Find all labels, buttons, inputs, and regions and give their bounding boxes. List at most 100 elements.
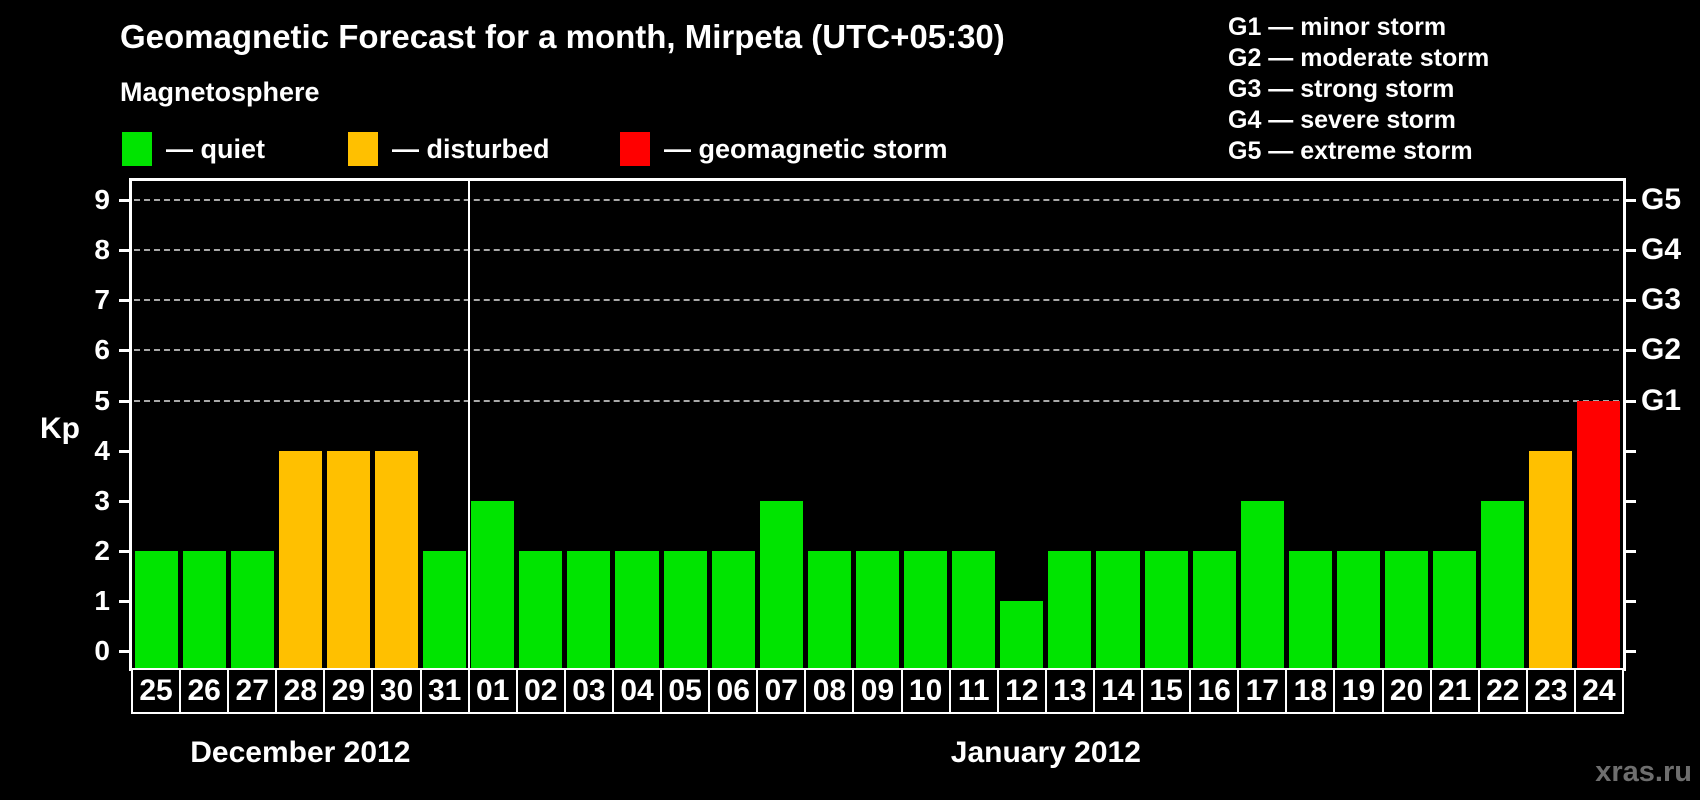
g-legend-line-4: G4 — severe storm — [1228, 106, 1456, 134]
bar-day-23 — [1529, 450, 1573, 668]
gridline-kp6 — [134, 349, 1619, 352]
y-axis-title: Kp — [40, 412, 80, 445]
gridline-kp5 — [134, 399, 1619, 402]
date-label-05: 05 — [660, 668, 711, 714]
legend-item-storm: — geomagnetic storm — [620, 131, 948, 167]
legend-item-quiet: — quiet — [122, 131, 265, 167]
y-tick-label-9: 9 — [94, 184, 110, 216]
bar-day-26 — [182, 550, 226, 668]
y-tick-right-9 — [1623, 199, 1636, 203]
bar-day-07 — [759, 500, 803, 668]
page-title: Geomagnetic Forecast for a month, Mirpet… — [120, 18, 1005, 55]
bar-day-05 — [663, 550, 707, 668]
bar-day-30 — [374, 450, 419, 668]
y-tick-left-4 — [119, 449, 132, 453]
y-tick-left-8 — [119, 249, 132, 253]
bar-day-04 — [615, 550, 659, 668]
watermark: xras.ru — [1595, 756, 1692, 788]
bar-day-06 — [711, 550, 755, 668]
bar-day-17 — [1240, 500, 1284, 668]
y-tick-label-7: 7 — [94, 284, 110, 316]
gridline-kp7 — [134, 299, 1619, 302]
legend-item-disturbed: — disturbed — [348, 131, 550, 167]
date-label-23: 23 — [1525, 668, 1576, 714]
y-tick-left-9 — [119, 199, 132, 203]
date-label-21: 21 — [1429, 668, 1480, 714]
y-tick-right-6 — [1623, 349, 1636, 353]
y-tick-label-0: 0 — [94, 635, 110, 666]
legend-storm-label: — geomagnetic storm — [664, 133, 948, 164]
y-tick-right-7 — [1623, 299, 1636, 303]
date-label-26: 26 — [179, 668, 230, 714]
bar-day-11 — [952, 550, 996, 668]
y-tick-label-8: 8 — [94, 234, 110, 266]
month-separator — [467, 181, 470, 668]
y-tick-left-0 — [119, 650, 132, 653]
bar-day-24 — [1577, 400, 1621, 668]
y-tick-label-1: 1 — [94, 584, 110, 616]
bar-day-13 — [1048, 550, 1092, 668]
date-label-22: 22 — [1477, 668, 1528, 714]
g-scale-legend: G1 — minor storm G2 — moderate storm G3 … — [1228, 12, 1489, 167]
bar-day-12 — [1000, 600, 1044, 668]
right-axis-label-G1: G1 — [1641, 383, 1682, 417]
bar-day-28 — [278, 450, 322, 668]
date-label-16: 16 — [1189, 668, 1240, 714]
date-label-04: 04 — [611, 668, 663, 714]
right-axis-label-G2: G2 — [1641, 333, 1682, 367]
bar-day-22 — [1481, 500, 1525, 668]
bar-day-16 — [1192, 550, 1236, 668]
bar-day-03 — [567, 550, 611, 668]
g-legend-line-5: G5 — extreme storm — [1228, 137, 1473, 165]
date-label-19: 19 — [1333, 668, 1384, 714]
gridline-kp8 — [134, 249, 1619, 252]
y-tick-right-2 — [1623, 549, 1636, 553]
g-legend-line-2: G2 — moderate storm — [1228, 44, 1490, 72]
date-label-07: 07 — [756, 668, 807, 714]
month-label-0: December 2012 — [190, 736, 411, 769]
magnetosphere-label: Magnetosphere — [120, 77, 320, 107]
right-axis-label-G3: G3 — [1641, 283, 1682, 317]
date-label-02: 02 — [515, 668, 566, 714]
y-tick-right-1 — [1623, 599, 1636, 603]
bar-day-31 — [423, 550, 467, 668]
y-tick-right-3 — [1623, 499, 1636, 503]
date-label-13: 13 — [1044, 668, 1095, 714]
date-label-01: 01 — [467, 668, 518, 714]
date-label-03: 03 — [563, 668, 614, 714]
y-tick-right-0 — [1623, 650, 1636, 653]
date-label-09: 09 — [852, 668, 903, 714]
bar-day-09 — [855, 550, 900, 668]
date-label-17: 17 — [1237, 668, 1288, 714]
bar-day-14 — [1096, 550, 1140, 668]
date-label-27: 27 — [227, 668, 278, 714]
date-label-06: 06 — [708, 668, 759, 714]
date-label-29: 29 — [323, 668, 374, 714]
bar-day-01 — [471, 500, 515, 668]
date-label-31: 31 — [419, 668, 470, 714]
date-label-25: 25 — [131, 668, 182, 714]
disturbed-color-swatch — [348, 132, 378, 166]
quiet-color-swatch — [122, 132, 152, 166]
y-tick-left-3 — [119, 499, 132, 503]
bar-day-25 — [134, 550, 178, 668]
y-tick-left-7 — [119, 299, 132, 303]
bar-day-29 — [326, 450, 370, 668]
y-tick-right-5 — [1623, 399, 1636, 403]
bar-day-21 — [1433, 550, 1477, 668]
y-tick-right-8 — [1623, 249, 1636, 253]
y-tick-label-3: 3 — [94, 484, 110, 516]
y-tick-left-6 — [119, 349, 132, 353]
date-label-24: 24 — [1573, 668, 1624, 714]
y-tick-right-4 — [1623, 449, 1636, 453]
right-axis-label-G5: G5 — [1641, 183, 1682, 217]
date-label-12: 12 — [996, 668, 1047, 714]
month-label-1: January 2012 — [950, 736, 1141, 769]
bar-day-15 — [1144, 550, 1188, 668]
date-label-15: 15 — [1141, 668, 1192, 714]
y-tick-label-2: 2 — [94, 534, 110, 566]
date-label-20: 20 — [1381, 668, 1432, 714]
right-axis-label-G4: G4 — [1641, 233, 1682, 267]
y-tick-label-6: 6 — [94, 334, 110, 366]
y-tick-left-5 — [119, 399, 132, 403]
